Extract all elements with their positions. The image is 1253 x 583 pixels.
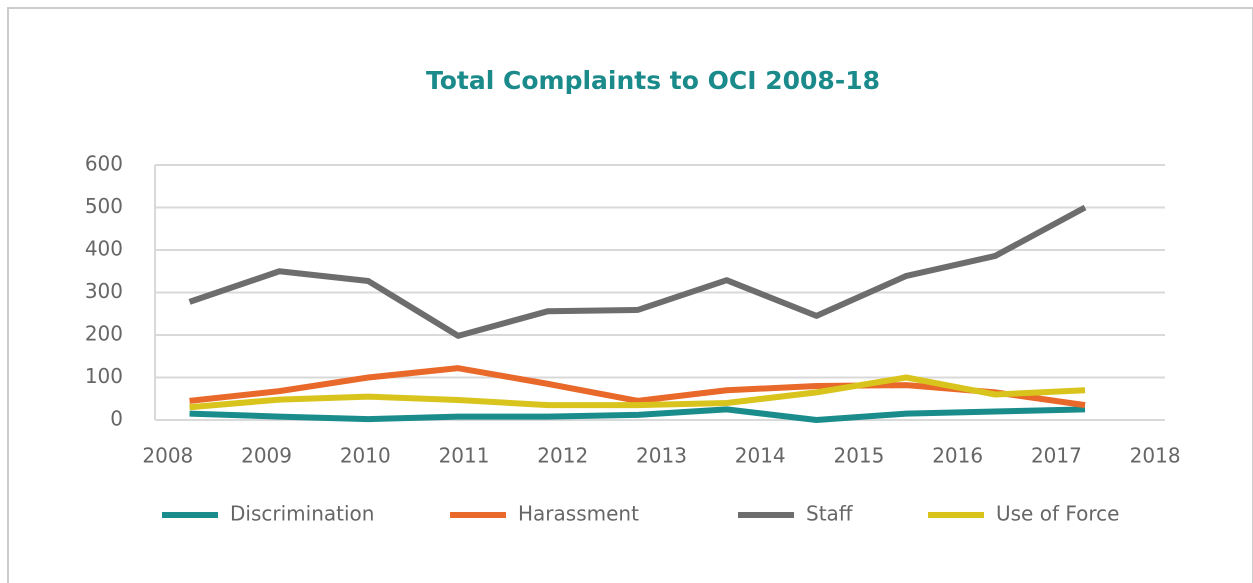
frame [7,7,1253,583]
y-tick-label: 600 [85,152,123,176]
series-line [189,406,1086,423]
y-tick-label: 500 [85,194,123,218]
x-tick-label: 2014 [735,444,786,468]
x-tick-label: 2013 [636,444,687,468]
legend-label: Discrimination [230,502,374,526]
y-tick-label: 300 [85,279,123,303]
x-tick-label: 2017 [1031,444,1082,468]
chart-title: Total Complaints to OCI 2008-18 [426,66,880,95]
y-tick-label: 200 [85,322,123,346]
x-tick-label: 2010 [340,444,391,468]
series-line [189,374,1086,411]
x-tick-label: 2009 [241,444,292,468]
legend-label: Harassment [518,502,639,526]
series-line [188,204,1087,339]
legend-label: Use of Force [996,502,1119,526]
legend-label: Staff [806,502,854,526]
x-tick-label: 2012 [537,444,588,468]
y-tick-label: 0 [110,407,123,431]
x-tick-label: 2011 [439,444,490,468]
x-tick-label: 2015 [833,444,884,468]
y-tick-label: 400 [85,237,123,261]
x-tick-label: 2008 [142,444,193,468]
series-line [189,365,1086,409]
x-tick-label: 2016 [932,444,983,468]
x-tick-label: 2018 [1130,444,1181,468]
y-tick-label: 100 [85,364,123,388]
